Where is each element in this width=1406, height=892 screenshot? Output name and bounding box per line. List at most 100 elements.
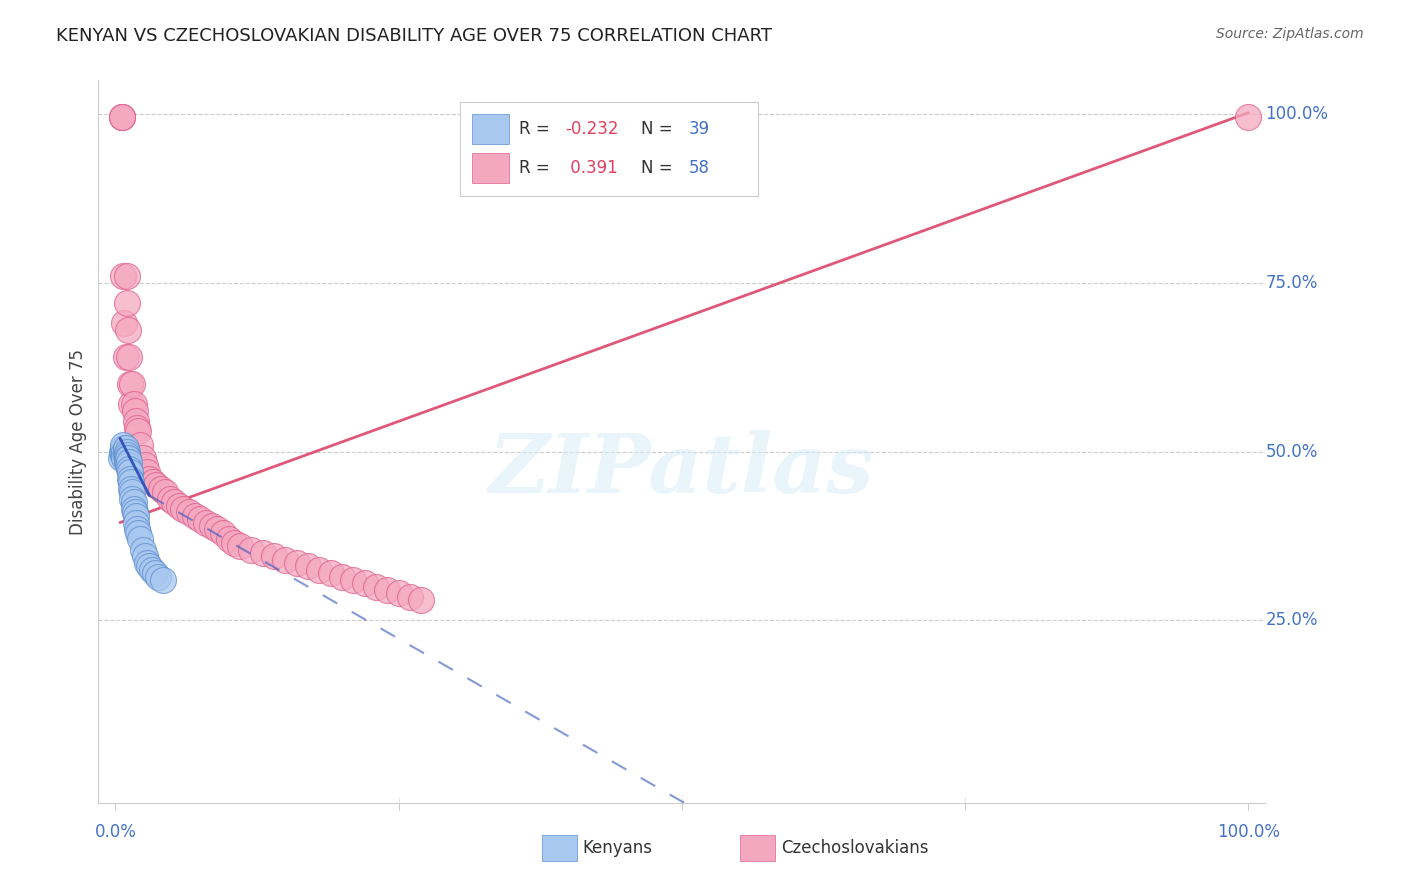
Point [177, 505, 200, 519]
Bar [472, 113, 509, 144]
Point [218, 533, 240, 547]
Point [207, 522, 229, 536]
Point [125, 522, 148, 536]
Point [120, 482, 142, 496]
Text: 0.0%: 0.0% [94, 823, 136, 841]
Point [163, 495, 186, 509]
Point [111, 111, 134, 125]
Point [308, 563, 330, 577]
Text: 100.0%: 100.0% [1218, 823, 1279, 841]
Point [229, 539, 252, 553]
Point [120, 377, 142, 392]
Point [297, 559, 319, 574]
Point [121, 485, 143, 500]
Point [114, 350, 136, 364]
Point [127, 525, 149, 540]
Point [201, 519, 224, 533]
Point [145, 478, 167, 492]
FancyBboxPatch shape [460, 102, 758, 196]
Text: Source: ZipAtlas.com: Source: ZipAtlas.com [1216, 27, 1364, 41]
Text: 75.0%: 75.0% [1265, 274, 1317, 292]
Text: KENYAN VS CZECHOSLOVAKIAN DISABILITY AGE OVER 75 CORRELATION CHART: KENYAN VS CZECHOSLOVAKIAN DISABILITY AGE… [56, 27, 772, 45]
Point [152, 573, 174, 587]
Point [141, 563, 163, 577]
Point [131, 542, 153, 557]
Point [121, 491, 143, 506]
Point [112, 442, 135, 456]
Point [190, 512, 212, 526]
Point [155, 485, 177, 500]
Point [118, 350, 141, 364]
Point [115, 296, 138, 310]
Point [115, 455, 138, 469]
Point [129, 438, 152, 452]
Point [134, 458, 156, 472]
Point [118, 455, 141, 469]
Point [115, 444, 138, 458]
Point [330, 569, 353, 583]
Point [131, 451, 153, 466]
Point [136, 556, 159, 570]
Point [117, 458, 139, 472]
Point [114, 451, 136, 466]
Point [375, 583, 398, 598]
Point [285, 556, 308, 570]
Point [124, 404, 146, 418]
Text: 50.0%: 50.0% [1265, 442, 1317, 460]
Point [240, 542, 263, 557]
Point [167, 499, 190, 513]
Point [114, 444, 136, 458]
Text: 100.0%: 100.0% [1265, 105, 1329, 123]
Text: Kenyans: Kenyans [582, 839, 652, 857]
Point [120, 397, 142, 411]
Point [274, 552, 297, 566]
Point [195, 516, 218, 530]
Point [125, 508, 148, 523]
Point [143, 566, 166, 581]
Point [252, 546, 274, 560]
Point [115, 269, 138, 284]
Point [136, 465, 159, 479]
Point [134, 549, 156, 564]
Point [224, 536, 246, 550]
Point [120, 472, 142, 486]
Point [342, 573, 364, 587]
Point [125, 414, 148, 428]
Point [1237, 111, 1260, 125]
Text: 0.391: 0.391 [565, 159, 619, 177]
Point [183, 508, 205, 523]
Point [111, 444, 134, 458]
Point [353, 576, 375, 591]
Point [142, 475, 165, 489]
Point [112, 448, 135, 462]
Text: 39: 39 [689, 120, 710, 137]
Point [110, 451, 132, 466]
Bar [741, 835, 775, 861]
Text: Czechoslovakians: Czechoslovakians [782, 839, 928, 857]
Point [112, 269, 135, 284]
Text: R =: R = [519, 159, 550, 177]
Point [111, 111, 134, 125]
Point [138, 559, 160, 574]
Point [399, 590, 422, 604]
Bar [541, 835, 576, 861]
Point [117, 451, 139, 466]
Point [115, 448, 138, 462]
Point [125, 421, 148, 435]
Text: -0.232: -0.232 [565, 120, 619, 137]
Point [148, 569, 170, 583]
Point [114, 448, 136, 462]
Point [114, 317, 136, 331]
Y-axis label: Disability Age Over 75: Disability Age Over 75 [69, 349, 87, 534]
Text: N =: N = [641, 120, 672, 137]
Point [114, 442, 136, 456]
Point [411, 593, 433, 607]
Text: 25.0%: 25.0% [1265, 612, 1317, 630]
Point [115, 451, 138, 466]
Point [172, 502, 194, 516]
Bar [472, 153, 509, 183]
Point [112, 438, 135, 452]
Point [212, 525, 235, 540]
Point [319, 566, 342, 581]
Text: N =: N = [641, 159, 672, 177]
